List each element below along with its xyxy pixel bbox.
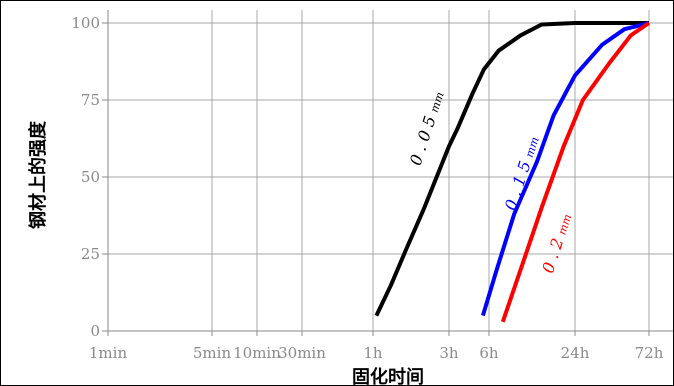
series-label-unit: mm <box>556 213 575 237</box>
x-tick-label-3h: 3h <box>439 344 459 362</box>
y-axis-title: 钢材上的强度 <box>27 120 49 229</box>
x-tick-label-6h: 6h <box>479 344 499 362</box>
x-axis-title: 固化时间 <box>352 366 424 386</box>
axes <box>107 10 673 335</box>
series-label-unit: mm <box>523 135 542 159</box>
series-lines <box>374 21 651 323</box>
x-tick-label-10min: 10min <box>233 344 281 362</box>
y-tick-label-25: 25 <box>81 245 100 263</box>
series-line-0.2 <box>500 21 651 323</box>
x-tick-label-72h: 72h <box>635 344 664 362</box>
y-tick-label-100: 100 <box>71 14 100 32</box>
x-tick-label-30min: 30min <box>278 344 326 362</box>
y-axis-ticks: 0 25 50 75 100 <box>71 14 108 340</box>
x-tick-label-1min: 1min <box>89 344 128 362</box>
y-tick-label-50: 50 <box>81 168 100 186</box>
series-label-unit: mm <box>428 90 447 114</box>
x-tick-label-1h: 1h <box>363 344 383 362</box>
y-tick-label-0: 0 <box>90 322 100 340</box>
series-line-0.15 <box>480 21 650 317</box>
x-tick-label-5min: 5min <box>193 344 232 362</box>
series-line-0.05 <box>374 21 649 317</box>
x-tick-label-24h: 24h <box>561 344 590 362</box>
plot-area <box>108 10 673 331</box>
y-tick-label-75: 75 <box>81 91 100 109</box>
